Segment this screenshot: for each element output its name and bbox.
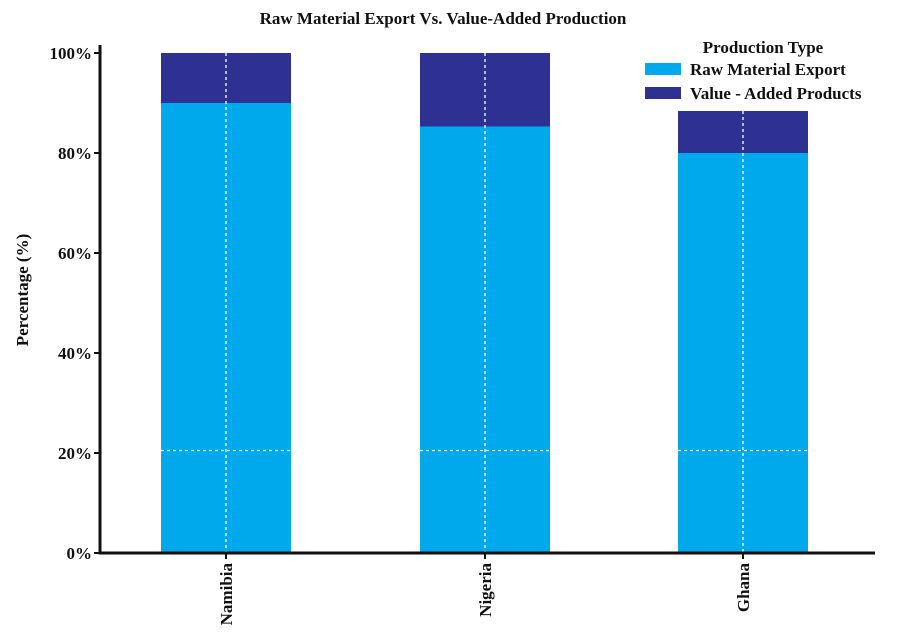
- x-category-label-nigeria: Nigeria: [476, 563, 495, 617]
- bar-nigeria-raw-material-export: [420, 126, 550, 553]
- x-category-label-ghana: Ghana: [734, 563, 753, 613]
- legend: Production Type Raw Material Export Value…: [645, 38, 862, 103]
- bar-namibia-raw-material-export: [161, 103, 291, 553]
- gridlines: [161, 53, 808, 553]
- x-category-label-namibia: Namibia: [217, 563, 236, 626]
- chart-title: Raw Material Export Vs. Value-Added Prod…: [260, 9, 627, 28]
- x-categories: Namibia Nigeria Ghana: [217, 553, 753, 625]
- y-tick-label: 40%: [58, 344, 92, 363]
- y-tick-label: 100%: [50, 44, 93, 63]
- axes: [98, 45, 875, 555]
- y-tick-label: 80%: [58, 144, 92, 163]
- legend-swatch-raw-material-export: [645, 63, 681, 75]
- y-tick-label: 60%: [58, 244, 92, 263]
- legend-label-raw-material-export: Raw Material Export: [690, 60, 846, 79]
- legend-title: Production Type: [703, 38, 824, 57]
- legend-swatch-value-added-products: [645, 87, 681, 99]
- y-ticks: 0% 20% 40% 60% 80% 100%: [50, 44, 100, 563]
- y-axis-label: Percentage (%): [13, 234, 32, 347]
- y-tick-label: 0%: [67, 544, 93, 563]
- legend-label-value-added-products: Value - Added Products: [690, 84, 862, 103]
- y-tick-label: 20%: [58, 444, 92, 463]
